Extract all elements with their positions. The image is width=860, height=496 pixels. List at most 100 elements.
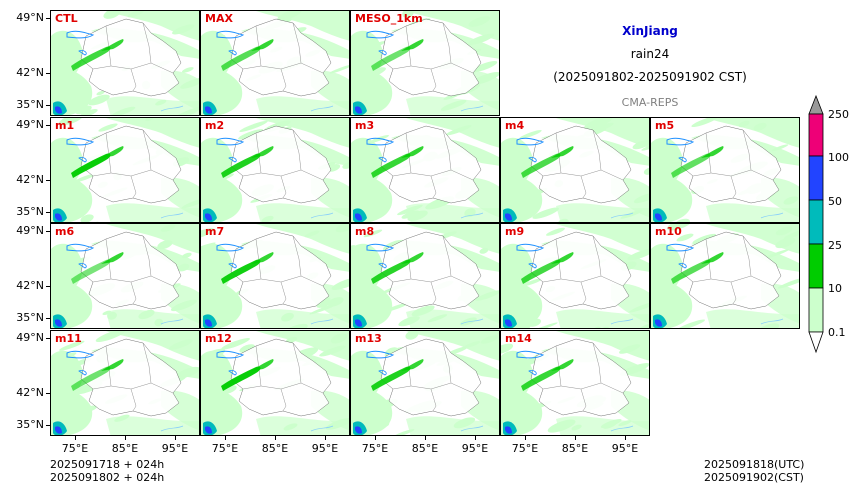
panel-m10: m10 [650, 223, 800, 329]
lon-tick [75, 436, 76, 440]
panel-label: m1 [55, 118, 75, 132]
lat-tick [46, 318, 50, 319]
lon-label: 95°E [161, 442, 189, 455]
lat-tick [46, 424, 50, 426]
panel-m12: m12 [200, 329, 350, 436]
panel-m2: m2 [200, 116, 350, 223]
lat-label: 42°N [16, 385, 44, 399]
lon-label: 85°E [411, 442, 439, 455]
lon-label: 95°E [311, 442, 339, 455]
variable-title: rain24 [630, 47, 670, 61]
panel-m5: m5 [650, 116, 800, 223]
precipitation-map [51, 117, 199, 222]
lon-label: 85°E [111, 442, 139, 455]
panel-m8: m8 [350, 223, 500, 329]
precipitation-colorbar [808, 94, 824, 354]
precipitation-map [51, 11, 199, 115]
precipitation-map [651, 117, 799, 222]
precipitation-map [51, 330, 199, 435]
panel-label: m4 [505, 118, 525, 132]
panel-m6: m6 [50, 223, 200, 329]
lat-label: 35°N [16, 204, 44, 218]
colorbar-min-arrow [808, 331, 824, 354]
panel-label: m3 [355, 118, 375, 132]
precipitation-map [651, 224, 799, 328]
lat-label: 35°N [16, 417, 44, 431]
lon-tick [275, 436, 276, 440]
lat-label: 35°N [16, 98, 44, 111]
colorbar-bin-100-250 [808, 113, 824, 157]
panel-label: m14 [505, 331, 532, 345]
precipitation-map [201, 330, 349, 435]
lon-tick [325, 436, 326, 440]
lat-label: 42°N [16, 279, 44, 292]
lat-label: 49°N [16, 224, 44, 237]
colorbar-bin-50-100 [808, 155, 824, 201]
lon-label: 75°E [61, 442, 89, 455]
panel-label: m8 [355, 225, 375, 238]
lat-tick [46, 18, 50, 19]
lon-label: 95°E [611, 442, 639, 455]
colorbar-bin-10-25 [808, 243, 824, 289]
lon-label: 95°E [461, 442, 489, 455]
lat-tick [46, 231, 50, 232]
lon-label: 85°E [261, 442, 289, 455]
precipitation-map [351, 117, 499, 222]
colorbar-label-100: 100 [828, 151, 849, 164]
lon-tick [175, 436, 176, 440]
lon-tick [625, 436, 626, 440]
lat-tick [46, 124, 50, 126]
panel-m4: m4 [500, 116, 650, 223]
colorbar-label-10: 10 [828, 282, 842, 295]
region-title: XinJiang [622, 24, 678, 38]
panel-m14: m14 [500, 329, 650, 436]
panel-m9: m9 [500, 223, 650, 329]
panel-m7: m7 [200, 223, 350, 329]
lon-label: 75°E [511, 442, 539, 455]
panel-m13: m13 [350, 329, 500, 436]
precipitation-map [201, 11, 349, 115]
lat-label: 49°N [16, 11, 44, 24]
lat-tick [46, 73, 50, 74]
init-time-cst: 2025091802 + 024h [50, 471, 165, 484]
lon-label: 75°E [211, 442, 239, 455]
precipitation-map [51, 224, 199, 328]
panel-label: MESO_1km [355, 12, 423, 25]
lon-tick [225, 436, 226, 440]
colorbar-label-50: 50 [828, 195, 842, 208]
valid-time-cst: 2025091902(CST) [704, 471, 804, 484]
lon-tick [575, 436, 576, 440]
lon-tick [475, 436, 476, 440]
lat-tick [46, 211, 50, 213]
valid-time-utc: 2025091818(UTC) [704, 458, 805, 471]
colorbar-label-250: 250 [828, 108, 849, 121]
panel-label: CTL [55, 12, 78, 25]
panel-ctl: CTL [50, 10, 200, 116]
precipitation-map [501, 224, 649, 328]
precipitation-map [351, 330, 499, 435]
panel-label: m5 [655, 118, 675, 132]
init-time-utc: 2025091718 + 024h [50, 458, 165, 471]
lon-label: 85°E [561, 442, 589, 455]
panel-label: m7 [205, 225, 225, 238]
panel-meso_1km: MESO_1km [350, 10, 500, 116]
precipitation-map [501, 117, 649, 222]
lat-label: 49°N [16, 330, 44, 344]
lat-tick [46, 337, 50, 339]
panel-label: m2 [205, 118, 225, 132]
colorbar-label-0.1: 0.1 [828, 326, 846, 339]
colorbar-label-25: 25 [828, 239, 842, 252]
source-label: CMA-REPS [621, 96, 679, 109]
period-title: (2025091802-2025091902 CST) [553, 70, 747, 84]
lat-label: 42°N [16, 172, 44, 186]
lat-tick [46, 286, 50, 287]
precipitation-map [501, 330, 649, 435]
lon-tick [375, 436, 376, 440]
lon-tick [525, 436, 526, 440]
lat-label: 35°N [16, 311, 44, 324]
colorbar-bin-0.1-10 [808, 287, 824, 333]
precipitation-map [351, 11, 499, 115]
panel-m11: m11 [50, 329, 200, 436]
panel-max: MAX [200, 10, 350, 116]
panel-label: MAX [205, 12, 233, 25]
